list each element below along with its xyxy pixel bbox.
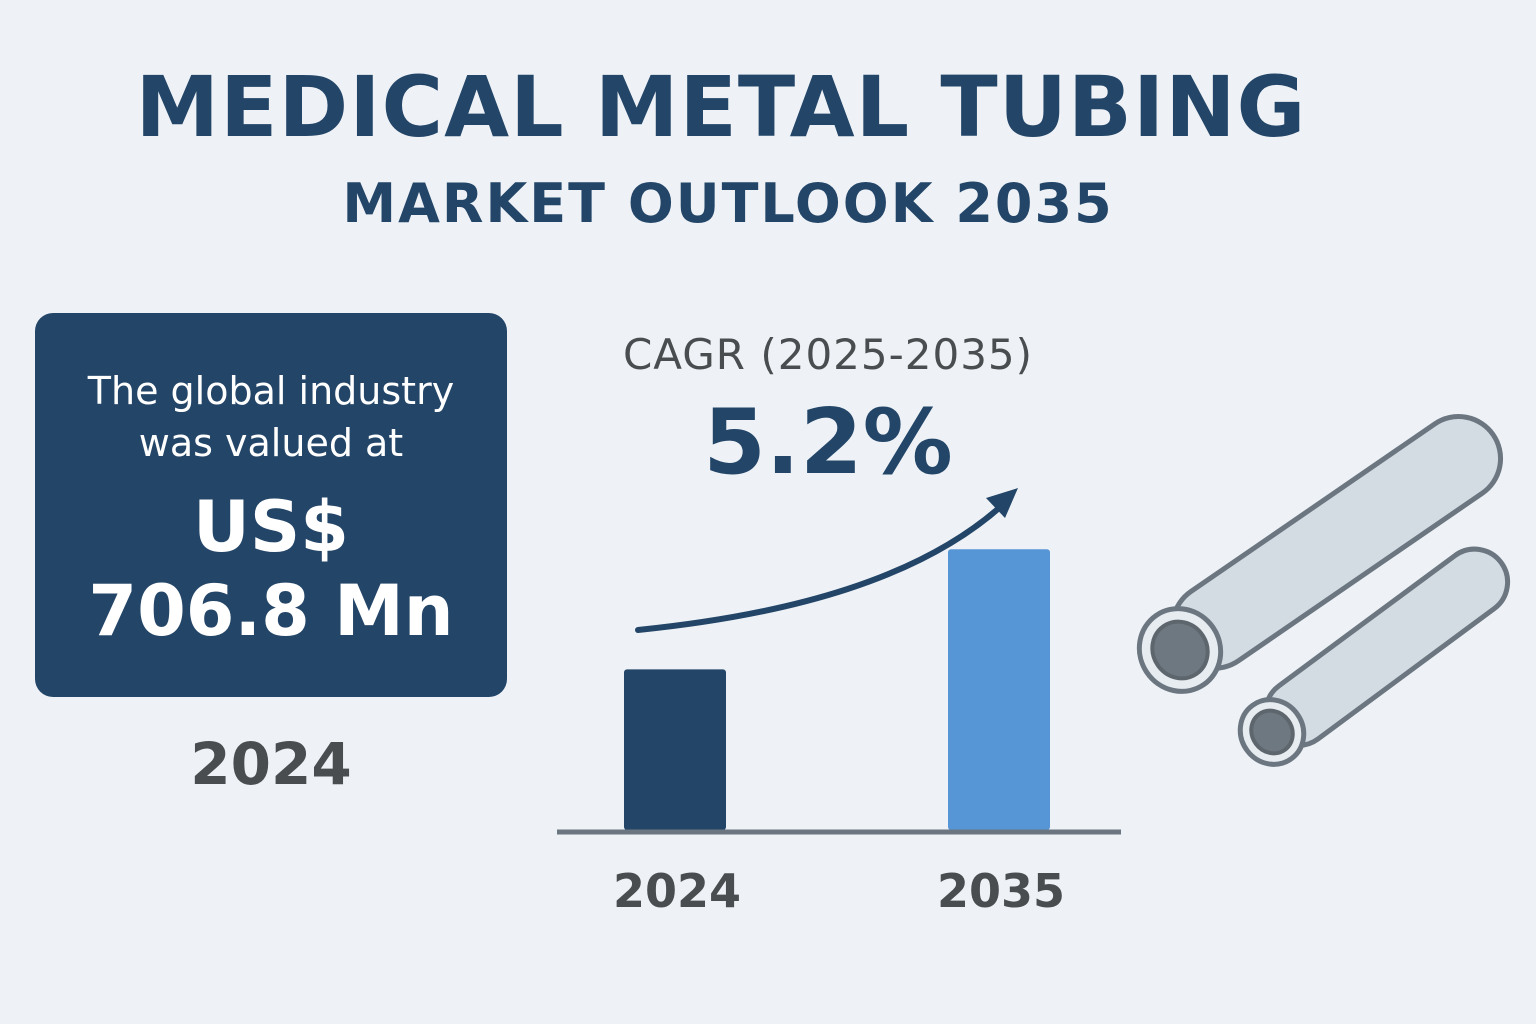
- bar-chart: 2024 2035: [557, 488, 1121, 918]
- x-tick-label-2024: 2024: [613, 864, 741, 918]
- metal-tubes-illustration: [1136, 414, 1511, 767]
- bar-2035: [948, 549, 1050, 830]
- small-tube: [1237, 546, 1511, 767]
- page-title: MEDICAL METAL TUBING: [135, 58, 1307, 156]
- growth-arrow-curve: [635, 495, 1013, 633]
- cagr-label: CAGR (2025-2035): [622, 330, 1034, 379]
- large-tube-opening: [1150, 619, 1210, 681]
- x-tick-labels: 2024 2035: [613, 864, 1065, 918]
- page-subtitle: MARKET OUTLOOK 2035: [342, 172, 1114, 235]
- market-value-year: 2024: [190, 730, 352, 798]
- large-tube: [1136, 414, 1504, 694]
- cagr-value: 5.2%: [703, 390, 953, 495]
- x-tick-label-2035: 2035: [937, 864, 1065, 918]
- card-line-2: was valued at: [138, 421, 404, 465]
- card-line-1: The global industry: [87, 369, 455, 413]
- small-tube-opening: [1249, 708, 1295, 756]
- market-value: US$ 706.8 Mn: [35, 485, 507, 653]
- growth-arrow-head: [986, 488, 1018, 518]
- market-value-amount: 706.8 Mn: [88, 570, 454, 652]
- market-value-currency: US$: [193, 486, 349, 568]
- market-value-card: The global industry was valued at US$ 70…: [35, 313, 507, 697]
- growth-arrow-icon: [635, 488, 1018, 633]
- bar-2024: [624, 669, 726, 830]
- card-description: The global industry was valued at: [35, 365, 507, 469]
- bar-group: [624, 549, 1050, 830]
